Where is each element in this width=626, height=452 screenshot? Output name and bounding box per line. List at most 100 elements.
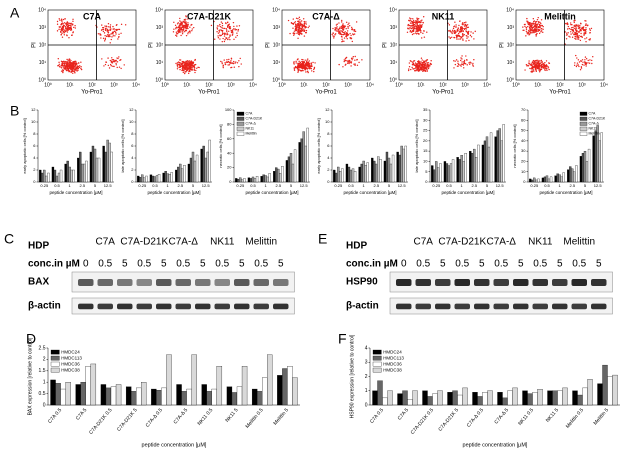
event-dot	[533, 18, 534, 19]
event-dot	[78, 62, 79, 63]
x-tick-label: 5	[388, 183, 391, 188]
event-dot	[228, 37, 229, 38]
event-dot	[535, 21, 536, 22]
event-dot	[535, 27, 536, 28]
bar	[386, 152, 388, 182]
bar	[573, 172, 575, 182]
event-dot	[582, 27, 583, 28]
event-dot	[189, 31, 190, 32]
event-dot	[580, 69, 581, 70]
bar	[232, 392, 237, 405]
event-dot	[341, 20, 342, 21]
bar	[81, 164, 83, 182]
bar	[281, 166, 283, 182]
bar	[101, 384, 106, 405]
y-axis-label: PI	[500, 42, 506, 48]
y-tick-label: 0.5	[39, 391, 46, 397]
event-dot	[66, 25, 67, 26]
y-tick-label: 10⁰	[272, 77, 280, 83]
event-dot	[577, 24, 578, 25]
event-dot	[411, 67, 412, 68]
event-dot	[188, 73, 189, 74]
legend-label: C7A-D21K	[246, 117, 263, 121]
event-dot	[423, 30, 424, 31]
event-dot	[425, 61, 426, 62]
event-dot	[224, 28, 225, 29]
event-dot	[304, 69, 305, 70]
event-dot	[63, 25, 64, 26]
event-dot	[76, 68, 77, 69]
event-dot	[355, 56, 356, 57]
event-dot	[580, 29, 581, 30]
y-tick-label: 25	[423, 128, 428, 133]
event-dot	[361, 59, 362, 60]
event-dot	[112, 28, 113, 29]
event-dot	[77, 66, 78, 67]
event-dot	[424, 36, 425, 37]
event-dot	[67, 26, 68, 27]
event-dot	[190, 67, 191, 68]
bar	[61, 389, 66, 405]
event-dot	[528, 33, 529, 34]
bar	[250, 178, 252, 182]
blot-band	[98, 279, 114, 286]
bar	[348, 167, 350, 182]
event-dot	[472, 32, 473, 33]
event-dot	[429, 65, 430, 66]
event-dot	[466, 38, 467, 39]
y-tick-label: 0	[43, 402, 46, 408]
event-dot	[291, 22, 292, 23]
event-dot	[105, 28, 106, 29]
legend-label: C7A-Δ	[246, 122, 257, 126]
event-dot	[335, 27, 336, 28]
x-tick-label: 10³	[461, 82, 469, 88]
event-dot	[407, 27, 408, 28]
bar	[398, 394, 403, 405]
event-dot	[428, 62, 429, 63]
event-dot	[190, 64, 191, 65]
event-dot	[538, 26, 539, 27]
conc-value: 0.5	[137, 259, 151, 270]
panel-label: E	[318, 231, 327, 247]
legend-swatch	[373, 368, 381, 372]
event-dot	[297, 72, 298, 73]
event-dot	[351, 27, 352, 28]
blot-band	[156, 304, 172, 310]
bar	[105, 152, 107, 182]
event-dot	[576, 66, 577, 67]
y-tick-label: 10	[325, 119, 330, 124]
x-tick-label: 10³	[344, 82, 352, 88]
x-tick-label: 10²	[439, 82, 447, 88]
bar	[151, 389, 156, 405]
event-dot	[412, 27, 413, 28]
event-dot	[294, 70, 295, 71]
event-dot	[293, 23, 294, 24]
event-dot	[309, 25, 310, 26]
event-dot	[466, 35, 467, 36]
event-dot	[532, 71, 533, 72]
event-dot	[468, 40, 469, 41]
event-dot	[298, 66, 299, 67]
bar	[435, 161, 437, 182]
x-tick-label: 10⁴	[249, 82, 257, 88]
bar	[550, 177, 552, 182]
event-dot	[112, 61, 113, 62]
event-dot	[541, 69, 542, 70]
x-tick-label: 12.5	[594, 183, 603, 188]
event-dot	[412, 61, 413, 62]
event-dot	[112, 26, 113, 27]
event-dot	[58, 58, 59, 59]
event-dot	[224, 39, 225, 40]
event-dot	[542, 29, 543, 30]
event-dot	[228, 59, 229, 60]
event-dot	[303, 63, 304, 64]
bar	[544, 177, 546, 182]
bar	[139, 177, 141, 182]
event-dot	[221, 29, 222, 30]
event-dot	[63, 19, 64, 20]
event-dot	[525, 35, 526, 36]
event-dot	[342, 24, 343, 25]
event-dot	[578, 59, 579, 60]
event-dot	[541, 60, 542, 61]
